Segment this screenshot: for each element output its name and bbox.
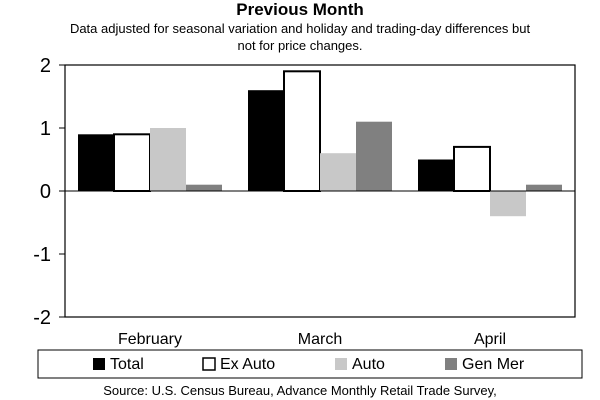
bar-ex-auto-february (113, 133, 151, 193)
bar-gen-mer-february (186, 184, 222, 191)
bar-auto-april (490, 191, 526, 217)
y-tick-label: 0 (40, 181, 51, 203)
x-category-label: February (118, 331, 182, 348)
bars-group (78, 70, 562, 217)
legend-label-ex-auto: Ex Auto (220, 356, 275, 373)
chart-title: Previous Month (236, 0, 364, 19)
bar-gen-mer-april (526, 184, 562, 191)
legend-swatch-total (93, 358, 105, 370)
bar-gen-mer-march (356, 121, 392, 191)
bar-ex-auto-march (283, 70, 321, 192)
source-note: Source: U.S. Census Bureau, Advance Mont… (103, 383, 497, 398)
legend: Total Ex Auto Auto Gen Mer (93, 356, 525, 373)
x-category-label: April (474, 331, 506, 348)
legend-label-auto: Auto (352, 356, 385, 373)
y-axis-ticks: 2 1 0 -1 -2 (33, 55, 65, 329)
y-tick-label: -2 (33, 307, 51, 329)
legend-swatch-ex-auto (202, 357, 216, 371)
bar-total-april (418, 159, 454, 191)
bar-auto-march (320, 153, 356, 191)
legend-label-total: Total (110, 356, 144, 373)
y-tick-label: -1 (33, 244, 51, 266)
legend-swatch-auto (335, 358, 347, 370)
legend-label-gen-mer: Gen Mer (462, 356, 525, 373)
x-axis-labels: February March April (118, 331, 506, 348)
y-tick-label: 2 (40, 55, 51, 77)
legend-swatch-gen-mer (445, 358, 457, 370)
bar-total-february (78, 134, 114, 191)
bar-total-march (248, 90, 284, 191)
chart-subtitle: Data adjusted for seasonal variation and… (69, 21, 531, 53)
bar-auto-february (150, 128, 186, 191)
bar-ex-auto-april (453, 145, 491, 192)
y-tick-label: 1 (40, 118, 51, 140)
x-category-label: March (298, 331, 342, 348)
legend-box (37, 349, 583, 379)
